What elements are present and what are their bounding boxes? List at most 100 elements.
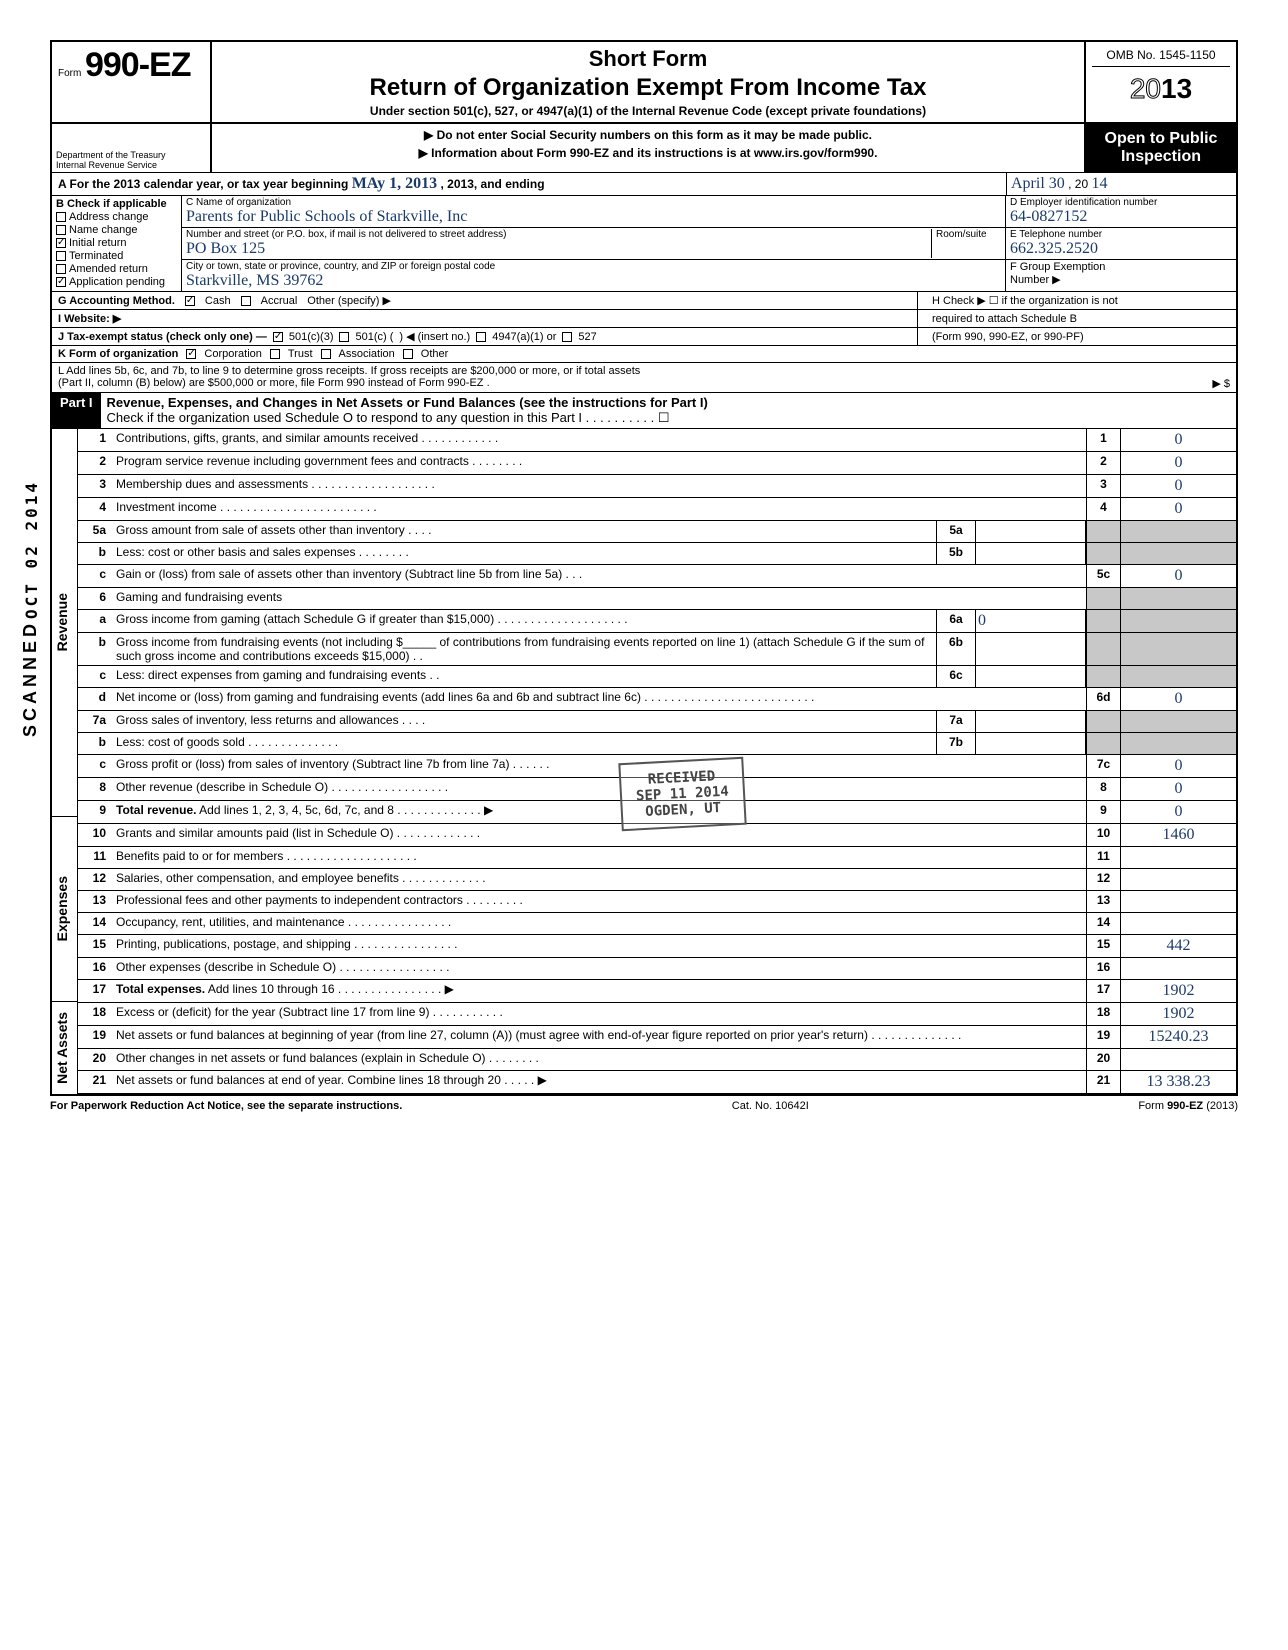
box-num: 17 [1086,980,1120,1002]
org-addr[interactable]: PO Box 125 [186,240,931,258]
lbl-other-org: Other [421,348,449,360]
line-num: b [78,543,112,564]
shaded-cell [1120,633,1236,665]
box-num: 20 [1086,1049,1120,1070]
line-num: 9 [78,801,112,823]
shaded-cell [1086,711,1120,732]
shaded-cell [1086,521,1120,542]
org-city-row: City or town, state or province, country… [182,260,1005,291]
sub-val[interactable] [976,711,1086,732]
line-num: 18 [78,1003,112,1025]
chk-cash[interactable] [185,296,195,306]
box-val[interactable]: 1902 [1120,980,1236,1002]
chk-amended[interactable]: Amended return [56,263,177,275]
ein-value[interactable]: 64-0827152 [1010,208,1232,226]
label-revenue: Revenue [52,589,77,655]
sec-a-begin[interactable]: MAy 1, 2013 [352,175,437,192]
box-val[interactable] [1120,847,1236,868]
box-val[interactable]: 0 [1120,801,1236,823]
end-year-val[interactable]: 14 [1091,175,1107,192]
phone-value[interactable]: 662.325.2520 [1010,240,1232,258]
line-desc: Gross amount from sale of assets other t… [112,521,936,542]
sub-val[interactable] [976,521,1086,542]
box-val[interactable]: 0 [1120,475,1236,497]
group-exempt-label: F Group Exemption [1010,261,1232,273]
line-11: 11Benefits paid to or for members . . . … [78,847,1236,869]
end-month[interactable]: April 30 [1011,175,1065,192]
line-desc: Grants and similar amounts paid (list in… [112,824,1086,846]
line-desc: Net assets or fund balances at beginning… [112,1026,1086,1048]
box-val[interactable]: 0 [1120,565,1236,587]
h-line3: (Form 990, 990-EZ, or 990-PF) [932,331,1084,343]
box-val[interactable] [1120,958,1236,979]
lbl-cash: Cash [205,295,231,307]
lbl-accrual: Accrual [261,295,298,307]
box-val[interactable]: 1902 [1120,1003,1236,1025]
chk-pending[interactable]: Application pending [56,276,177,288]
box-num: 11 [1086,847,1120,868]
chk-corp[interactable] [186,349,196,359]
box-val[interactable] [1120,891,1236,912]
box-val[interactable]: 13 338.23 [1120,1071,1236,1093]
box-val[interactable]: 0 [1120,778,1236,800]
box-num: 15 [1086,935,1120,957]
box-val[interactable]: 0 [1120,755,1236,777]
sub-num: 5a [936,521,976,542]
box-num: 5c [1086,565,1120,587]
chk-initial[interactable]: Initial return [56,237,177,249]
sub-val[interactable] [976,543,1086,564]
line-a: aGross income from gaming (attach Schedu… [78,610,1236,633]
box-val[interactable] [1120,869,1236,890]
line-num: 19 [78,1026,112,1048]
box-num: 8 [1086,778,1120,800]
footer-left: For Paperwork Reduction Act Notice, see … [50,1100,402,1112]
shaded-cell [1086,543,1120,564]
header-row: Form 990-EZ Short Form Return of Organiz… [52,42,1236,124]
chk-501c3[interactable] [273,332,283,342]
lbl-corp: Corporation [204,348,261,360]
box-val[interactable]: 1460 [1120,824,1236,846]
box-val[interactable]: 0 [1120,688,1236,710]
lbl-501c3: 501(c)(3) [289,331,334,343]
line-desc: Gross income from gaming (attach Schedul… [112,610,936,632]
city-label: City or town, state or province, country… [186,261,1001,272]
line-num: 13 [78,891,112,912]
chk-assoc[interactable] [321,349,331,359]
sub-val[interactable] [976,633,1086,665]
chk-trust[interactable] [270,349,280,359]
line-desc: Excess or (deficit) for the year (Subtra… [112,1003,1086,1025]
bcdef-block: B Check if applicable Address change Nam… [52,196,1236,292]
line-desc: Less: direct expenses from gaming and fu… [112,666,936,687]
row-2: Department of the Treasury Internal Reve… [52,124,1236,173]
chk-terminated[interactable]: Terminated [56,250,177,262]
oct-stamp: OCT 02 2014 [22,480,41,619]
org-city[interactable]: Starkville, MS 39762 [186,272,1001,290]
box-val[interactable]: 0 [1120,498,1236,520]
org-name[interactable]: Parents for Public Schools of Starkville… [186,208,1001,226]
addr-label: Number and street (or P.O. box, if mail … [186,229,931,240]
section-h: H Check ▶ ☐ if the organization is not [926,292,1236,309]
name-label: C Name of organization [186,197,1001,208]
box-val[interactable]: 442 [1120,935,1236,957]
sec-a-end: April 30 , 20 14 [1006,173,1236,195]
chk-addr-change[interactable]: Address change [56,211,177,223]
sub-val[interactable] [976,666,1086,687]
box-val[interactable] [1120,1049,1236,1070]
lbl-other-method: Other (specify) ▶ [307,294,391,307]
section-l: L Add lines 5b, 6c, and 7b, to line 9 to… [52,363,1236,393]
chk-label: Name change [69,224,138,236]
chk-name-change[interactable]: Name change [56,224,177,236]
box-val[interactable]: 0 [1120,452,1236,474]
box-val[interactable] [1120,913,1236,934]
chk-other-org[interactable] [403,349,413,359]
box-val[interactable]: 0 [1120,429,1236,451]
chk-501c[interactable] [339,332,349,342]
chk-accrual[interactable] [241,296,251,306]
chk-527[interactable] [562,332,572,342]
label-netassets: Net Assets [52,1008,77,1088]
line-15: 15Printing, publications, postage, and s… [78,935,1236,958]
sub-val[interactable]: 0 [976,610,1086,632]
sub-val[interactable] [976,733,1086,754]
chk-4947[interactable] [476,332,486,342]
box-val[interactable]: 15240.23 [1120,1026,1236,1048]
